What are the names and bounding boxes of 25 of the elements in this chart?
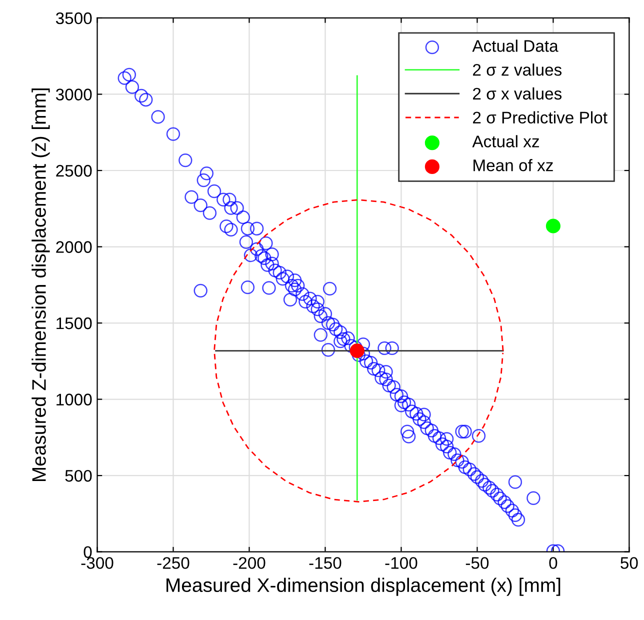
y-tick-label: 0 — [84, 546, 92, 558]
y-axis-title: Measured Z-dimension displacement (z) [mm] — [32, 88, 50, 482]
x-tick-label: -200 — [233, 557, 266, 569]
y-tick-label: 500 — [65, 470, 92, 482]
legend-label: Actual Data — [472, 40, 558, 52]
legend-label: Mean of xz — [474, 159, 553, 172]
x-tick-label: 50 — [620, 557, 638, 569]
x-tick-label: -150 — [309, 557, 342, 569]
legend-label: 2 σ Predictive Plot — [473, 111, 608, 124]
line-series — [214, 199, 504, 502]
x-tick-label: -100 — [385, 557, 418, 569]
legend-label: Actual xz — [472, 135, 539, 148]
y-tick-label: 3500 — [56, 12, 92, 24]
y-tick-label: 1000 — [56, 394, 92, 406]
legend-label: 2 σ x values — [473, 87, 562, 100]
x-tick-label: -300 — [81, 557, 114, 569]
x-axis-title: Measured X-dimension displacement (x) [mm] — [166, 578, 560, 596]
x-tick-label: 0 — [549, 557, 558, 569]
y-tick-label: 2500 — [56, 164, 92, 177]
y-tick-label: 2000 — [56, 241, 92, 253]
x-tick-label: -250 — [157, 557, 190, 569]
y-tick-label: 3000 — [56, 88, 92, 100]
x-tick-label: -50 — [466, 557, 489, 569]
legend-label: 2 σ z values — [473, 64, 562, 76]
y-tick-label: 1500 — [56, 317, 92, 330]
